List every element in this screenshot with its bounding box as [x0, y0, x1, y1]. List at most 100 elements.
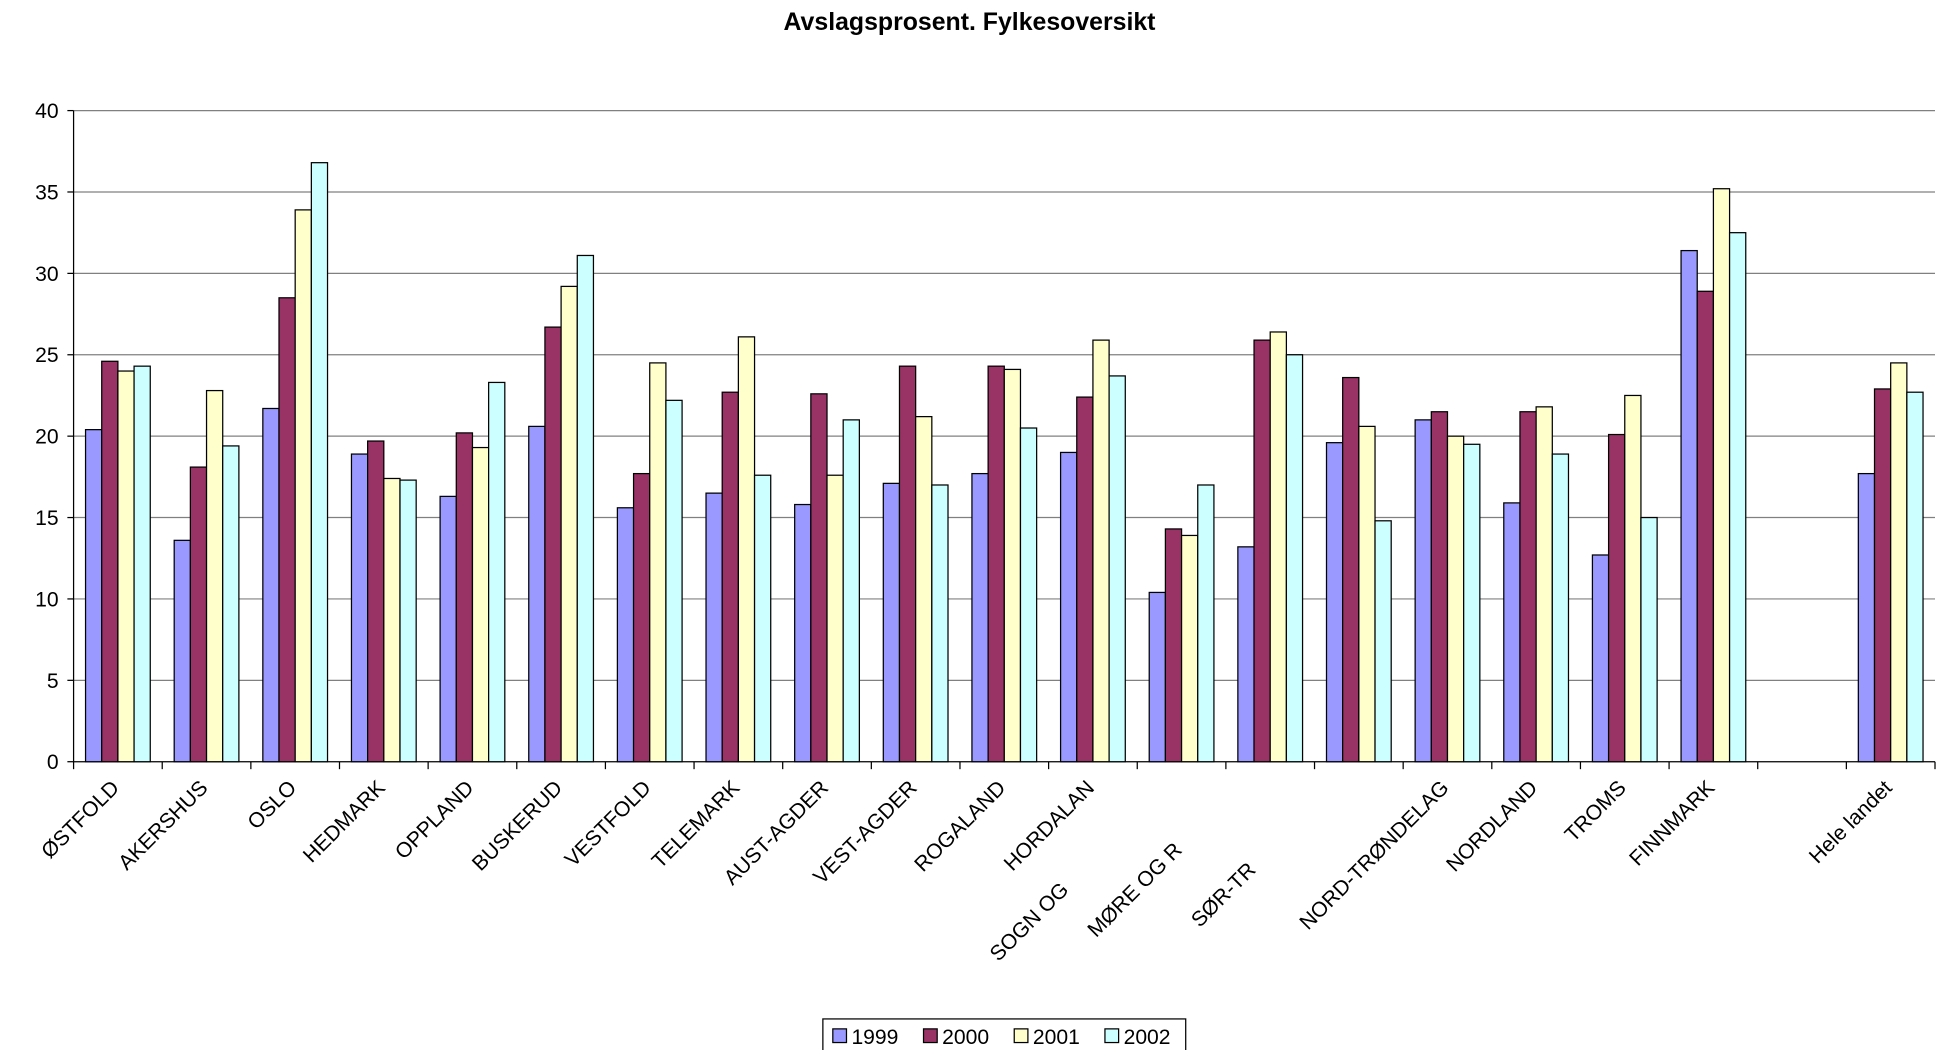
bar	[1873, 388, 1892, 763]
x-tick-label: TROMS	[1561, 776, 1631, 846]
bar	[367, 440, 385, 763]
bar	[1164, 528, 1183, 763]
bar	[133, 365, 151, 763]
bar	[439, 495, 457, 763]
x-tick-label: SOGN OG	[986, 878, 1074, 966]
bar	[649, 362, 667, 763]
bar	[1551, 453, 1570, 763]
bar	[1374, 520, 1392, 763]
bar	[205, 389, 224, 763]
x-tick-label: HORDALAN	[1000, 776, 1099, 875]
bar	[1696, 290, 1715, 763]
bar	[262, 407, 280, 763]
bar	[665, 399, 683, 763]
bar	[987, 365, 1005, 763]
bar	[101, 360, 119, 763]
x-tick-label: VESTFOLD	[561, 776, 656, 871]
bar	[1906, 391, 1924, 763]
bar	[544, 326, 562, 763]
x-tick-label: HEDMARK	[299, 776, 390, 867]
chart-title: Avslagsprosent. Fylkesoversikt	[784, 9, 1156, 36]
bar	[931, 484, 949, 763]
bar	[278, 297, 296, 763]
bar	[222, 445, 240, 763]
x-tick-label: MØRE OG R	[1083, 838, 1186, 941]
bar	[1148, 591, 1167, 763]
bar	[1180, 534, 1199, 763]
bar	[1108, 375, 1126, 763]
bar	[1463, 443, 1481, 763]
legend-label: 2002	[1124, 1026, 1171, 1049]
bar	[1019, 427, 1038, 763]
bar	[1253, 339, 1271, 763]
bar	[1059, 451, 1078, 763]
bar	[117, 370, 135, 763]
bar	[737, 336, 756, 763]
bar	[898, 365, 917, 763]
bar	[399, 479, 417, 763]
bar	[794, 503, 812, 763]
bar	[1712, 188, 1731, 763]
bar	[1503, 502, 1521, 763]
legend-label: 2000	[942, 1026, 989, 1049]
bar	[971, 472, 989, 763]
legend-swatch	[1104, 1028, 1120, 1044]
bar	[1414, 419, 1432, 763]
bar	[1519, 411, 1537, 763]
bar	[1640, 516, 1658, 763]
y-tick-label: 25	[35, 344, 58, 367]
x-tick-label: NORDLAND	[1442, 776, 1542, 876]
bar	[826, 474, 844, 763]
bar	[1092, 339, 1110, 763]
bar	[1890, 362, 1908, 763]
y-tick-label: 15	[35, 507, 58, 530]
bar	[294, 209, 312, 763]
legend-swatch	[832, 1028, 848, 1044]
legend: 1999 2000 2001 2002	[822, 1018, 1187, 1050]
legend-swatch	[922, 1028, 938, 1044]
x-tick-label: NORD-TRØNDELAG	[1295, 776, 1453, 934]
bar	[1269, 331, 1288, 763]
x-tick-label: OPPLAND	[391, 776, 479, 864]
legend-label: 1999	[851, 1026, 898, 1049]
bar	[576, 254, 595, 763]
bar	[173, 539, 191, 763]
x-tick-label: ØSTFOLD	[37, 776, 124, 863]
bar	[383, 477, 401, 763]
legend-box	[822, 1018, 1187, 1050]
bar	[350, 453, 369, 763]
bar	[915, 415, 933, 763]
x-tick-label: AKERSHUS	[114, 776, 212, 874]
bar	[1358, 425, 1376, 763]
y-tick-label: 10	[35, 588, 58, 611]
bar	[810, 393, 828, 763]
bar	[560, 285, 578, 763]
bar	[616, 507, 635, 763]
bar	[1076, 396, 1094, 763]
bar	[1624, 394, 1642, 763]
x-tick-label: ROGALAND	[910, 776, 1010, 876]
bar	[882, 482, 901, 763]
y-tick-label: 40	[35, 100, 58, 123]
bar	[488, 381, 506, 763]
bar	[1535, 406, 1553, 763]
bar	[705, 492, 723, 763]
y-tick-label: 20	[35, 426, 58, 449]
bar	[471, 446, 490, 763]
bar	[1446, 435, 1465, 763]
x-tick-label: Hele landet	[1805, 776, 1897, 868]
bar	[753, 474, 772, 763]
bar	[1285, 354, 1304, 763]
bar	[632, 472, 651, 763]
bar	[1680, 249, 1698, 763]
bar	[455, 432, 474, 763]
x-tick-label: OSLO	[243, 776, 301, 834]
bar	[528, 425, 546, 763]
bar	[1003, 368, 1022, 763]
bar	[1591, 554, 1610, 763]
bar	[310, 162, 329, 763]
x-tick-label: SØR-TR	[1187, 858, 1260, 931]
y-tick-label: 5	[47, 670, 59, 693]
bar	[1430, 411, 1449, 763]
